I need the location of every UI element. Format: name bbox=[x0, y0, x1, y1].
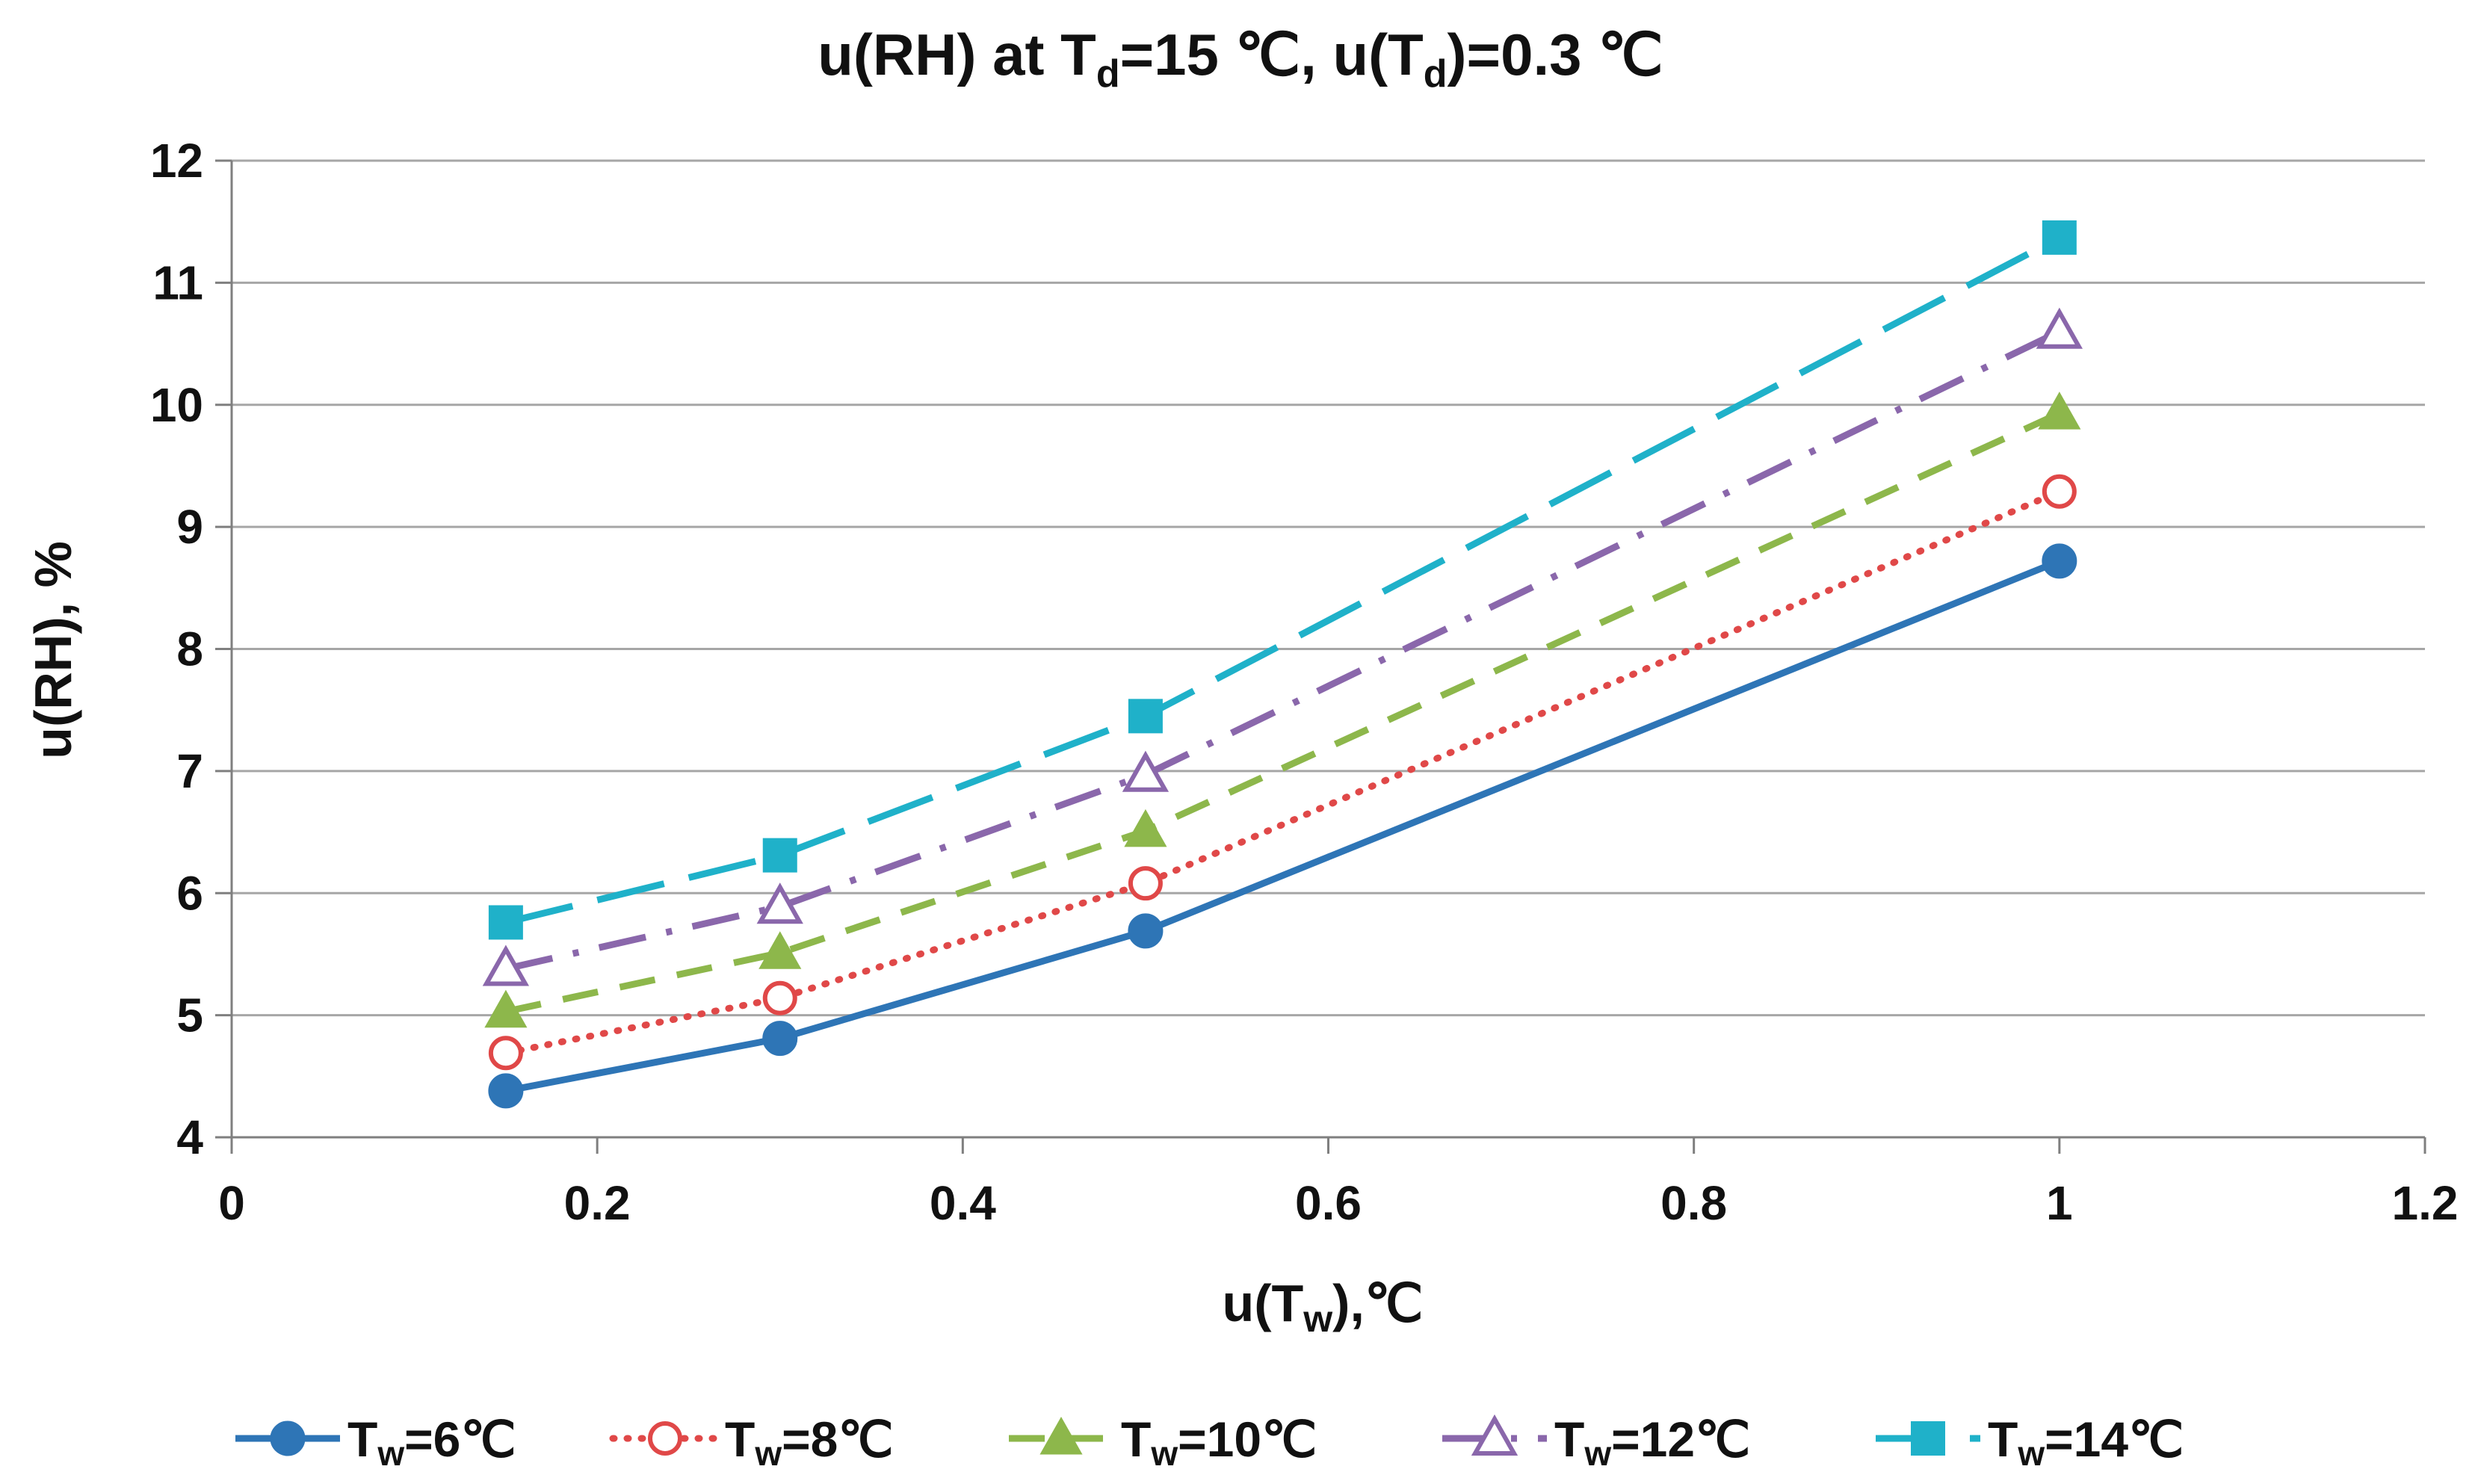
data-point-series-3-0 bbox=[482, 944, 530, 986]
data-point-series-2-0 bbox=[484, 989, 528, 1028]
data-point-series-1-1 bbox=[762, 980, 797, 1015]
y-tick-label-8: 8 bbox=[176, 622, 203, 676]
data-point-series-4-1 bbox=[762, 838, 797, 873]
legend-label-4: Tw=14℃ bbox=[1988, 1412, 2184, 1473]
data-point-series-1-0 bbox=[488, 1036, 523, 1071]
data-point-series-0-3 bbox=[2042, 543, 2077, 579]
data-point-series-0-2 bbox=[1128, 913, 1164, 949]
series-markers bbox=[482, 220, 2083, 1109]
data-point-series-1-3 bbox=[2042, 474, 2077, 509]
data-point-series-3-1 bbox=[756, 882, 803, 924]
data-point-series-2-1 bbox=[758, 931, 802, 969]
series-line-3 bbox=[504, 328, 2061, 972]
y-tick-label-4: 4 bbox=[176, 1110, 203, 1164]
series-line-1 bbox=[502, 488, 2063, 1057]
x-axis-label: u(Tw),℃ bbox=[1222, 1274, 1423, 1340]
series-line-2 bbox=[504, 410, 2061, 1015]
legend-item-3: Tw=12℃ bbox=[1442, 1412, 1750, 1473]
legend-marker-4 bbox=[1911, 1421, 1945, 1456]
data-point-series-4-3 bbox=[2042, 220, 2077, 255]
legend-item-2: Tw=10℃ bbox=[1009, 1412, 1317, 1473]
x-tick-label-0.6: 0.6 bbox=[1295, 1176, 1362, 1230]
chart-title: u(RH) at Td=15 ℃, u(Td)=0.3 ℃ bbox=[818, 22, 1663, 96]
data-point-series-1-2 bbox=[1128, 866, 1163, 901]
x-tick-label-0.2: 0.2 bbox=[564, 1176, 631, 1230]
legend-label-1: Tw=8℃ bbox=[725, 1412, 893, 1473]
legend-item-1: Tw=8℃ bbox=[609, 1412, 893, 1473]
data-point-series-0-0 bbox=[488, 1073, 524, 1109]
legend-item-4: Tw=14℃ bbox=[1876, 1412, 2184, 1473]
data-point-series-0-1 bbox=[762, 1021, 798, 1057]
x-axis-label-subscript: w bbox=[1303, 1298, 1332, 1340]
data-point-series-2-2 bbox=[1124, 809, 1167, 847]
y-axis-ticks: 4 5 6 7 8 9 10 11 12 bbox=[150, 134, 232, 1164]
data-point-series-3-3 bbox=[2036, 307, 2083, 349]
data-point-series-2-3 bbox=[2038, 392, 2081, 430]
legend-marker-0 bbox=[270, 1420, 306, 1456]
y-tick-label-6: 6 bbox=[176, 866, 203, 920]
data-point-series-4-0 bbox=[488, 905, 523, 940]
y-axis-label: u(RH), % bbox=[24, 541, 82, 759]
x-axis-ticks: 0 0.2 0.4 0.6 0.8 1 1.2 bbox=[218, 1137, 2458, 1230]
legend-marker-1 bbox=[648, 1421, 682, 1456]
y-tick-label-12: 12 bbox=[150, 134, 203, 188]
x-tick-label-0.8: 0.8 bbox=[1660, 1176, 1727, 1230]
series-line-0 bbox=[505, 557, 2061, 1095]
x-tick-label-0: 0 bbox=[218, 1176, 245, 1230]
data-point-series-4-2 bbox=[1128, 699, 1163, 734]
x-tick-label-1.2: 1.2 bbox=[2392, 1176, 2459, 1230]
series-line-4 bbox=[504, 234, 2061, 926]
x-tick-label-1: 1 bbox=[2046, 1176, 2073, 1230]
legend-item-0: Tw=6℃ bbox=[235, 1412, 516, 1473]
legend-marker-2 bbox=[1039, 1416, 1083, 1455]
title-subscript-2: d bbox=[1424, 52, 1447, 96]
legend-label-2: Tw=10℃ bbox=[1121, 1412, 1317, 1473]
x-tick-label-0.4: 0.4 bbox=[930, 1176, 996, 1230]
y-tick-label-10: 10 bbox=[150, 378, 203, 432]
legend-label-3: Tw=12℃ bbox=[1554, 1412, 1750, 1473]
y-tick-label-7: 7 bbox=[176, 744, 203, 798]
legend-label-0: Tw=6℃ bbox=[347, 1412, 516, 1473]
y-tick-label-11: 11 bbox=[152, 256, 203, 309]
gridlines bbox=[232, 159, 2425, 1017]
data-point-series-3-2 bbox=[1122, 750, 1170, 792]
legend: Tw=6℃ Tw=8℃ Tw=10℃ Tw=12℃ Tw=14℃ bbox=[235, 1412, 2184, 1473]
legend-marker-3 bbox=[1471, 1414, 1518, 1456]
y-tick-label-5: 5 bbox=[176, 989, 203, 1042]
title-subscript-1: d bbox=[1096, 52, 1120, 96]
y-tick-label-9: 9 bbox=[176, 500, 203, 554]
series-lines bbox=[502, 234, 2063, 1095]
